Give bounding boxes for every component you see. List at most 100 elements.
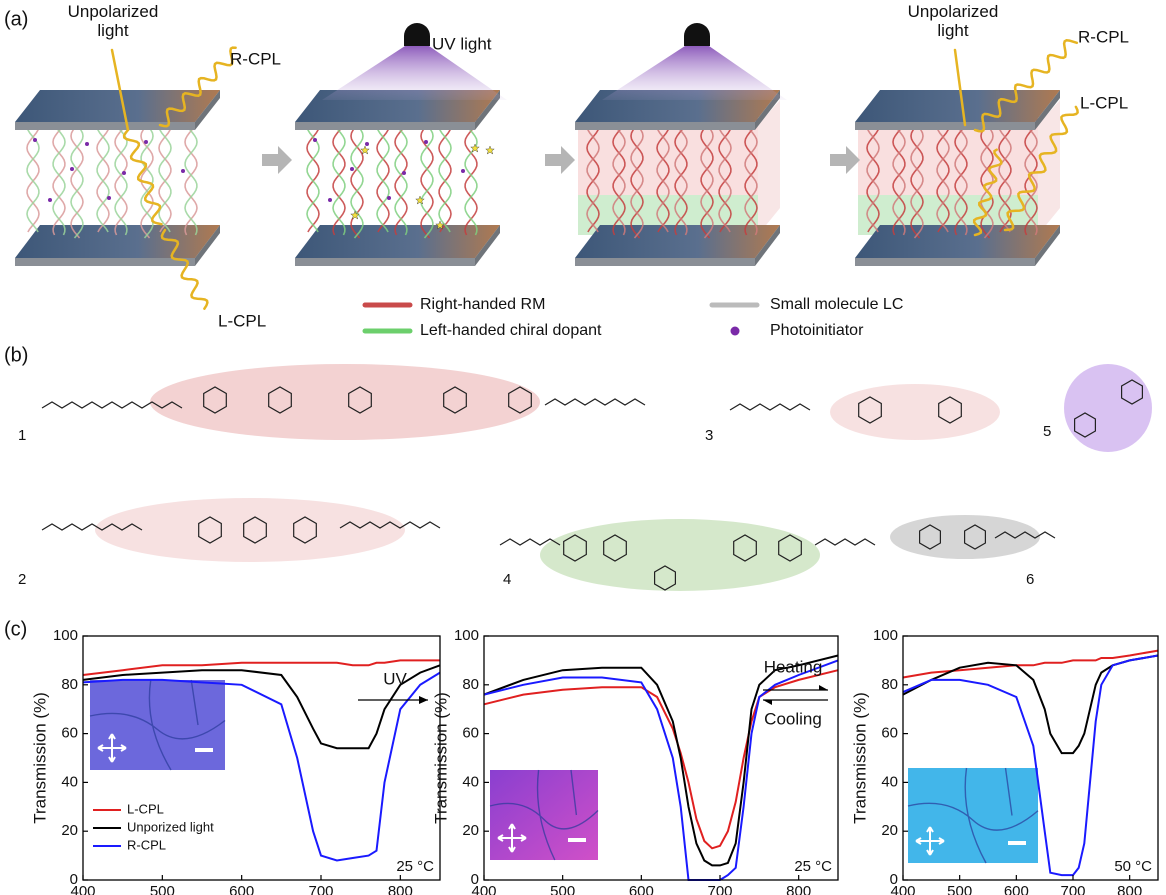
plate: [855, 90, 1060, 122]
compound-number: 1: [18, 427, 26, 444]
panel-c: 400500600700800020406080100Wavelength (n…: [30, 627, 1158, 895]
panel-a: [15, 23, 1078, 309]
y-axis-label: Transmission (%): [850, 692, 869, 824]
y-tick-label: 100: [454, 627, 479, 644]
x-tick-label: 800: [388, 883, 413, 895]
legend-label: Photoinitiator: [770, 322, 864, 339]
photoinitiator: [461, 169, 465, 173]
arrow-head: [819, 685, 828, 690]
x-tick-label: 600: [1004, 883, 1029, 895]
x-tick-label: 500: [947, 883, 972, 895]
process-arrow: [545, 146, 575, 174]
y-tick-label: 60: [881, 725, 898, 742]
process-arrow: [262, 146, 292, 174]
micrograph: [490, 770, 598, 860]
plate-edge: [15, 258, 195, 266]
photoinitiator: [48, 198, 52, 202]
x-tick-label: 500: [550, 883, 575, 895]
uv-cone: [322, 46, 507, 100]
annotation: 25 °C: [396, 858, 434, 875]
scale-bar: [1008, 841, 1026, 845]
photoinitiator: [313, 138, 317, 142]
plate-edge: [575, 122, 755, 130]
photoinitiator: [365, 142, 369, 146]
figure: 400500600700800020406080100Wavelength (n…: [0, 0, 1166, 895]
scale-bar: [568, 838, 586, 842]
y-tick-label: 40: [61, 773, 78, 790]
arrow-label: Cooling: [764, 709, 822, 728]
y-axis-label: Transmission (%): [431, 692, 450, 824]
chain: [730, 404, 810, 410]
l-cpl-label: L-CPL: [1080, 93, 1128, 112]
legend-label: Small molecule LC: [770, 296, 903, 313]
y-tick-label: 40: [881, 773, 898, 790]
y-tick-label: 0: [890, 871, 898, 888]
y-tick-label: 100: [53, 627, 78, 644]
panel-label: (a): [4, 8, 28, 30]
legend-label: Left-handed chiral dopant: [420, 322, 602, 339]
y-tick-label: 80: [881, 676, 898, 693]
initiator-highlight: [1064, 364, 1152, 452]
radical-star: [486, 146, 494, 154]
photoinitiator: [350, 167, 354, 171]
light-ray: [124, 130, 161, 224]
photoinitiator: [144, 140, 148, 144]
page: {"panel_labels": ["(a)", "(b)", "(c)"], …: [0, 0, 1166, 895]
x-tick-label: 800: [1117, 883, 1142, 895]
legend-swatch: [731, 327, 740, 336]
x-tick-label: 700: [1060, 883, 1085, 895]
y-tick-label: 80: [462, 676, 479, 693]
micrograph: [908, 768, 1038, 863]
compound-number: 6: [1026, 571, 1034, 588]
y-tick-label: 60: [61, 725, 78, 742]
x-tick-label: 700: [707, 883, 732, 895]
y-tick-label: 80: [61, 676, 78, 693]
compound-number: 5: [1043, 423, 1051, 440]
y-axis-label: Transmission (%): [30, 692, 49, 824]
plate: [15, 225, 220, 258]
photoinitiator: [70, 167, 74, 171]
photoinitiator: [107, 196, 111, 200]
mesogen-highlight: [150, 364, 540, 440]
plate-edge: [295, 258, 475, 266]
x-tick-label: 800: [786, 883, 811, 895]
l-cpl-label: L-CPL: [218, 311, 266, 330]
uv-cone: [602, 46, 787, 100]
mesogen-highlight: [830, 384, 1000, 440]
annotation: 50 °C: [1114, 858, 1152, 875]
arrow-head: [419, 696, 428, 704]
y-tick-label: 40: [462, 773, 479, 790]
scale-bar: [195, 748, 213, 752]
y-tick-label: 0: [70, 871, 78, 888]
r-cpl-label: R-CPL: [1078, 27, 1129, 46]
plate: [575, 225, 780, 258]
photoinitiator: [181, 169, 185, 173]
y-tick-label: 20: [61, 822, 78, 839]
annotation: 25 °C: [794, 858, 832, 875]
plate-edge: [575, 258, 755, 266]
photoinitiator: [328, 198, 332, 202]
arrow-head: [763, 700, 772, 705]
y-tick-label: 20: [881, 822, 898, 839]
plate: [855, 225, 1060, 258]
panel-b: [42, 364, 1152, 591]
process-arrow: [830, 146, 860, 174]
compound-number: 3: [705, 427, 713, 444]
y-tick-label: 60: [462, 725, 479, 742]
photoinitiator: [85, 142, 89, 146]
x-tick-label: 600: [229, 883, 254, 895]
arrow-label: Heating: [764, 657, 823, 676]
chain: [815, 539, 875, 545]
x-tick-label: 700: [308, 883, 333, 895]
cell-tint: [858, 125, 1038, 195]
photoinitiator: [387, 196, 391, 200]
arrow-label: UV: [383, 669, 407, 688]
plate: [295, 225, 500, 258]
x-tick-label: 600: [629, 883, 654, 895]
photoinitiator: [424, 140, 428, 144]
uv-label: UV light: [432, 34, 492, 53]
chain: [545, 399, 645, 405]
cell-tint: [578, 125, 758, 195]
y-tick-label: 20: [462, 822, 479, 839]
legend-label: Unporized light: [127, 819, 214, 834]
